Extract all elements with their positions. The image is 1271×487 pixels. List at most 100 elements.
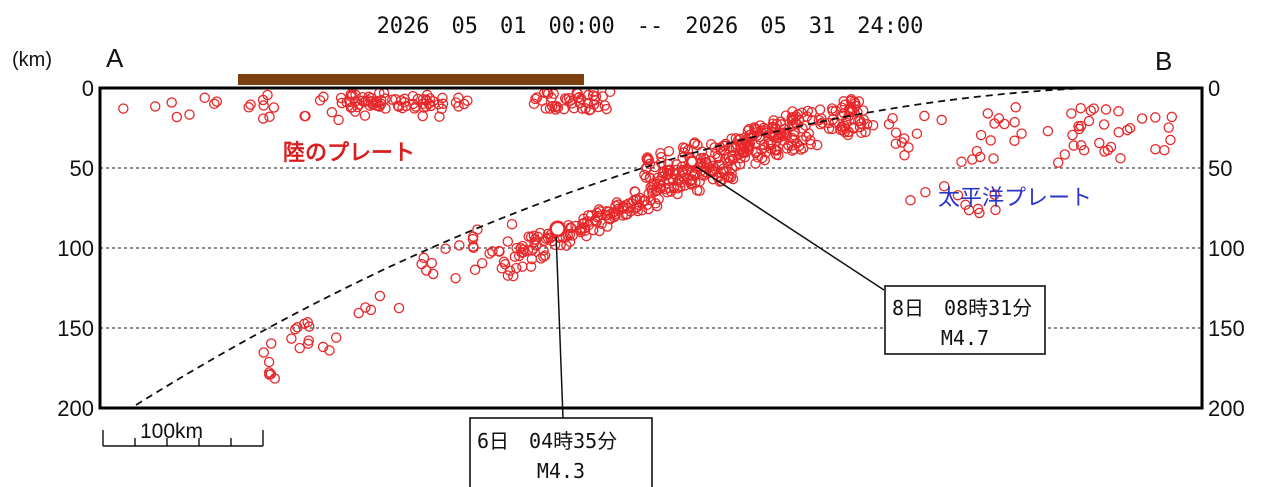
hypocenter-point bbox=[502, 236, 514, 247]
hypocenter-point bbox=[593, 101, 604, 113]
hypocenter-point bbox=[975, 129, 987, 141]
hypocenter-point bbox=[740, 147, 751, 158]
hypocenter-point bbox=[841, 114, 852, 125]
hypocenter-point bbox=[903, 142, 914, 153]
hypocenter-point bbox=[672, 188, 683, 200]
hypocenter-point bbox=[530, 93, 541, 105]
y-tick-label: 200 bbox=[57, 396, 94, 421]
highlighted-event-markers bbox=[549, 155, 699, 238]
hypocenter-point bbox=[264, 111, 275, 123]
y-tick-label: 0 bbox=[82, 76, 94, 101]
continental-plate-label: 陸のプレート bbox=[283, 140, 415, 165]
hypocenter-point bbox=[269, 373, 281, 384]
hypocenter-point bbox=[286, 333, 297, 344]
hypocenter-point bbox=[759, 154, 770, 166]
hypocenter-point bbox=[472, 224, 483, 235]
hypocenter-point bbox=[741, 141, 753, 153]
hypocenter-point bbox=[300, 110, 311, 122]
hypocenter-point bbox=[990, 204, 1001, 216]
hypocenter-point bbox=[1009, 116, 1020, 128]
hypocenter-point bbox=[705, 139, 717, 150]
hypocenter-point bbox=[802, 105, 814, 117]
hypocenter-point bbox=[739, 151, 751, 163]
hypocenter-point bbox=[583, 210, 594, 221]
hypocenter-point bbox=[806, 115, 818, 126]
hypocenter-point bbox=[118, 103, 129, 114]
hypocenter-point bbox=[694, 185, 705, 197]
hypocenter-point bbox=[696, 146, 708, 157]
hypocenter-point bbox=[523, 231, 534, 242]
hypocenter-point bbox=[797, 123, 808, 134]
hypocenter-point bbox=[1166, 111, 1178, 123]
hypocenter-point bbox=[988, 153, 999, 164]
hypocenter-point bbox=[642, 152, 653, 163]
hypocenter-point bbox=[645, 182, 656, 193]
hypocenter-point bbox=[803, 128, 815, 139]
hypocenter-point bbox=[1124, 122, 1136, 134]
hypocenter-point bbox=[861, 119, 873, 130]
hypocenter-point bbox=[1088, 103, 1100, 114]
hypocenter-point bbox=[1113, 106, 1124, 117]
hypocenter-point bbox=[1150, 143, 1161, 155]
hypocenter-point bbox=[956, 156, 967, 168]
hypocenter-point bbox=[265, 338, 277, 349]
hypocenter-point bbox=[484, 248, 495, 259]
hypocenter-point bbox=[890, 127, 902, 138]
y-tick-label: 150 bbox=[57, 316, 94, 341]
y-tick-labels-right: 0 50 100 150 200 bbox=[1208, 76, 1245, 421]
hypocenter-point bbox=[989, 189, 1000, 200]
hypocenter-point bbox=[823, 123, 835, 134]
hypocenter-point bbox=[766, 123, 778, 135]
hypocenter-point bbox=[689, 137, 701, 148]
hypocenter-point bbox=[602, 221, 613, 232]
y-tick-label: 50 bbox=[1208, 156, 1232, 181]
hypocenter-point bbox=[496, 263, 508, 274]
hypocenter-point bbox=[412, 93, 424, 105]
hypocenter-point bbox=[811, 139, 823, 151]
hypocenter-point bbox=[827, 105, 838, 117]
hypocenter-point bbox=[184, 109, 195, 120]
hypocenter-point bbox=[856, 127, 867, 139]
hypocenter-point bbox=[257, 113, 269, 124]
pacific-plate-label: 太平洋プレート bbox=[938, 185, 1092, 210]
hypocenter-point bbox=[330, 332, 342, 343]
hypocenter-point bbox=[649, 161, 661, 173]
hypocenter-point bbox=[920, 186, 931, 198]
hypocenter-point bbox=[359, 110, 371, 121]
event-day-time: 8日 08時31分 bbox=[892, 296, 1032, 320]
hypocenter-point bbox=[905, 195, 916, 206]
highlighted-event-marker bbox=[685, 155, 699, 168]
hypocenter-point bbox=[1068, 140, 1079, 151]
hypocenter-point bbox=[788, 129, 800, 141]
hypocenter-point bbox=[960, 199, 971, 211]
y-tick-label: 0 bbox=[1208, 76, 1220, 101]
hypocenter-point bbox=[671, 159, 682, 170]
hypocenter-point bbox=[528, 98, 540, 110]
hypocenter-point bbox=[347, 89, 358, 101]
chart-title: 2026 05 01 00:00 -- 2026 05 31 24:00 bbox=[377, 14, 924, 39]
hypocenter-point bbox=[468, 242, 479, 254]
hypocenter-point bbox=[546, 100, 558, 112]
hypocenter-point bbox=[353, 307, 364, 319]
hypocenter-point bbox=[675, 181, 686, 193]
hypocenter-point bbox=[462, 95, 473, 106]
hypocenter-point bbox=[1059, 149, 1071, 160]
hypocenter-point bbox=[971, 145, 983, 157]
hypocenter-point bbox=[245, 99, 256, 110]
hypocenter-point bbox=[333, 114, 344, 126]
hypocenter-point bbox=[303, 321, 315, 332]
hypocenter-point bbox=[423, 98, 435, 109]
hypocenter-point bbox=[666, 172, 677, 184]
hypocenter-point bbox=[651, 200, 663, 212]
hypocenter-point bbox=[679, 180, 691, 191]
hypocenter-point bbox=[243, 102, 254, 113]
hypocenter-point bbox=[258, 100, 269, 111]
hypocenter-point bbox=[952, 189, 964, 201]
hypocenter-point bbox=[726, 162, 738, 174]
hypocenter-point bbox=[974, 207, 985, 219]
hypocenter-point bbox=[542, 232, 554, 244]
hypocenter-point bbox=[982, 108, 994, 119]
hypocenter-point bbox=[763, 138, 774, 149]
hypocenter-point bbox=[742, 125, 754, 136]
hypocenter-point bbox=[352, 101, 363, 113]
